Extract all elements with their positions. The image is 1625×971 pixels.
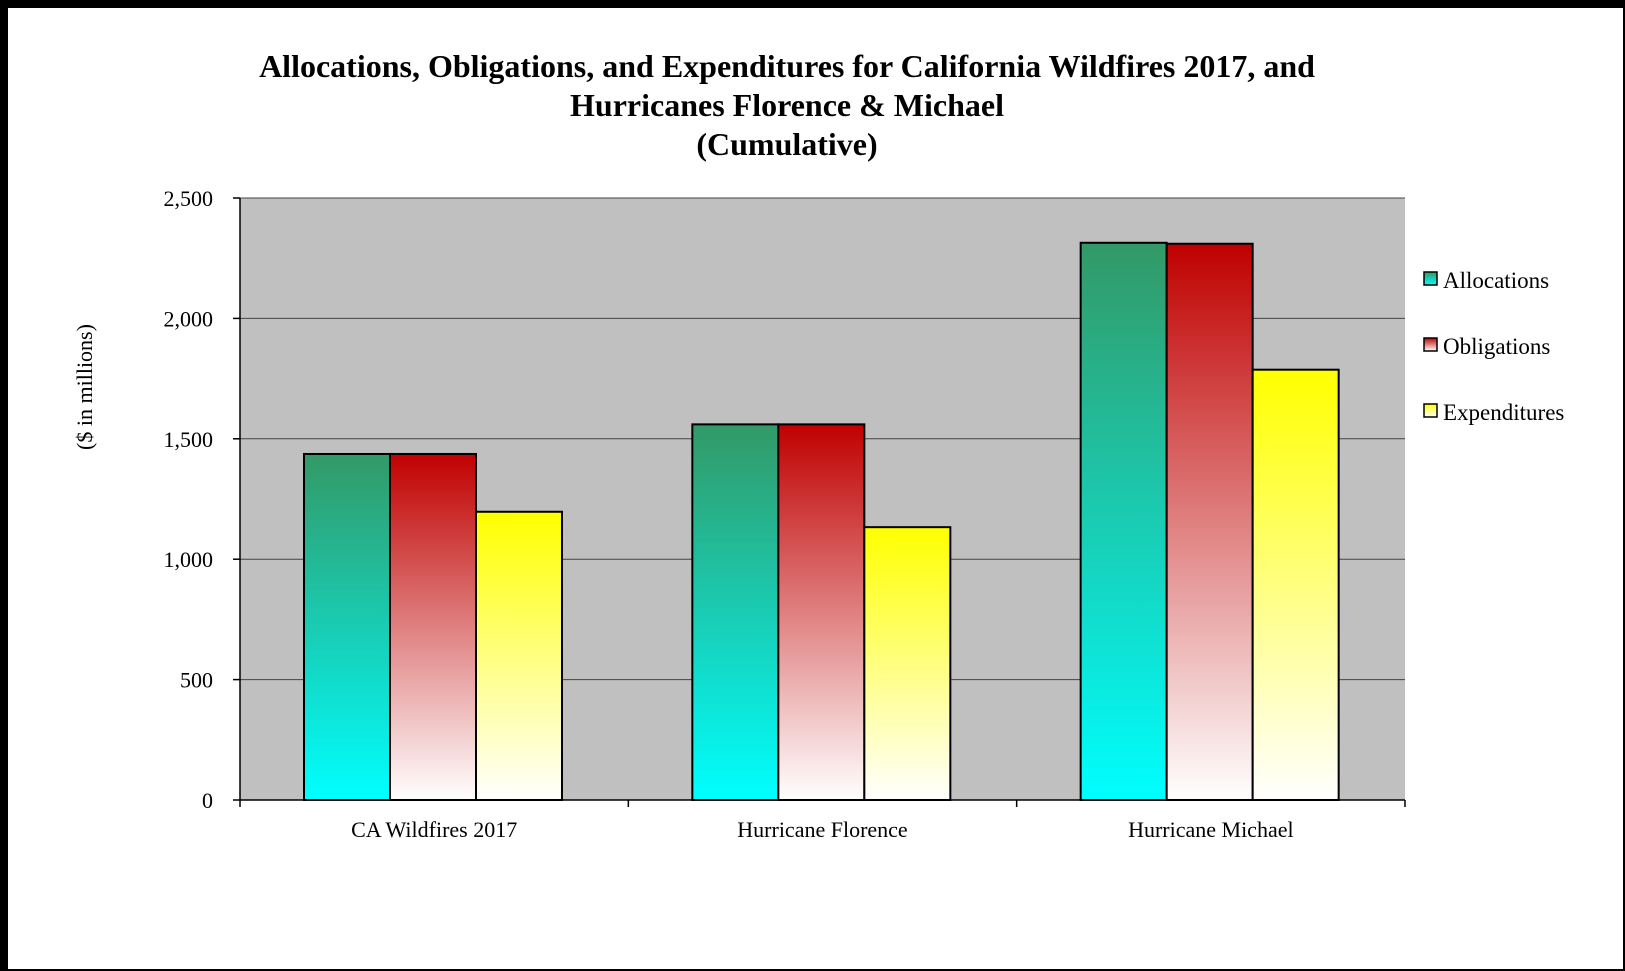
x-tick-label: Hurricane Florence bbox=[737, 817, 907, 842]
legend-swatch-obligations bbox=[1423, 337, 1438, 352]
bar-allocations-3 bbox=[1079, 241, 1168, 801]
legend-label-expenditures: Expenditures bbox=[1443, 400, 1564, 425]
bar-obligations-3 bbox=[1165, 242, 1254, 801]
y-tick-label: 0 bbox=[202, 788, 213, 813]
bar-expenditures-3 bbox=[1251, 368, 1340, 801]
bar-obligations-2 bbox=[777, 423, 866, 801]
legend-swatch-allocations bbox=[1423, 271, 1438, 286]
y-tick-label: 1,500 bbox=[164, 427, 214, 452]
bar-expenditures-1 bbox=[475, 510, 563, 801]
x-tick-labels: CA Wildfires 2017 Hurricane Florence Hurri… bbox=[351, 817, 1294, 842]
legend-swatch-expenditures bbox=[1423, 403, 1438, 418]
chart-title-line-2: Hurricanes Florence & Michael bbox=[570, 87, 1004, 123]
chart-title-line-3: (Cumulative) bbox=[696, 126, 878, 162]
bar-expenditures-2 bbox=[863, 526, 952, 801]
x-tick-label: CA Wildfires 2017 bbox=[351, 817, 517, 842]
y-tick-label: 1,000 bbox=[164, 547, 214, 572]
bar-obligations-1 bbox=[389, 452, 477, 801]
y-tick-label: 500 bbox=[180, 668, 213, 693]
bar-allocations-1 bbox=[303, 452, 391, 801]
x-tick-label: Hurricane Michael bbox=[1128, 817, 1294, 842]
y-tick-label: 2,500 bbox=[164, 186, 214, 211]
chart-title: Allocations, Obligations, and Expenditur… bbox=[160, 47, 1414, 164]
bars bbox=[303, 241, 1340, 801]
y-tick-label: 2,000 bbox=[164, 306, 214, 331]
y-tick-labels: 0 500 1,000 1,500 2,000 2,500 bbox=[164, 186, 214, 813]
bar-allocations-2 bbox=[691, 423, 780, 801]
chart-title-line-1: Allocations, Obligations, and Expenditur… bbox=[259, 48, 1315, 84]
legend-label-obligations: Obligations bbox=[1443, 334, 1550, 359]
axes bbox=[233, 197, 1406, 807]
legend: Allocations Obligations Expenditures bbox=[1423, 268, 1564, 425]
legend-label-allocations: Allocations bbox=[1443, 268, 1549, 293]
y-axis-label: ($ in millions) bbox=[72, 324, 97, 450]
